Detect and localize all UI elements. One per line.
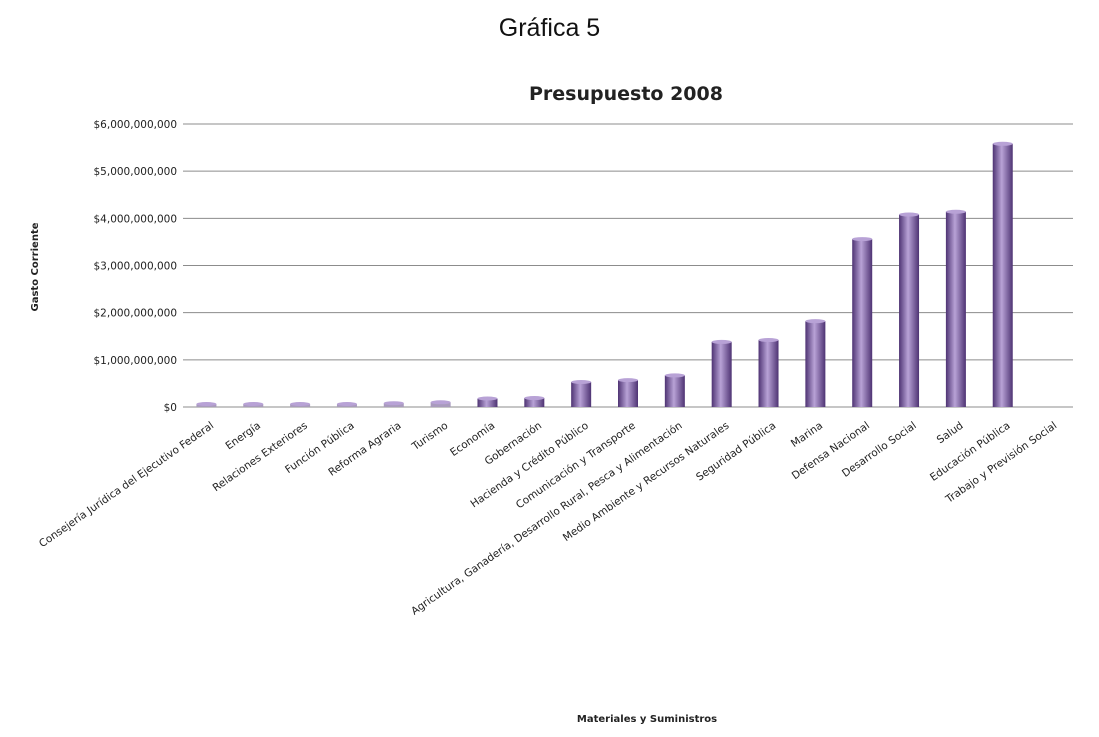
x-tick-label: Seguridad Pública	[694, 420, 778, 484]
bar-cap	[852, 237, 873, 242]
x-tick-label: Salud	[935, 420, 966, 447]
x-axis-title: Materiales y Suministros	[577, 714, 717, 725]
bar-cap	[290, 402, 311, 406]
bar	[805, 321, 826, 407]
gridlines	[183, 123, 1073, 408]
bar-cap	[992, 141, 1013, 146]
y-axis-title: Gasto Corriente	[30, 222, 41, 311]
bar	[430, 402, 451, 407]
bar-cap	[945, 209, 966, 214]
x-tick-label: Medio Ambiente y Recursos Naturales	[561, 420, 732, 544]
bar-cap	[805, 319, 826, 324]
x-tick-label: Educación Pública	[928, 420, 1013, 484]
bar	[899, 214, 920, 407]
bar-cap	[243, 402, 264, 406]
y-tick-label: $0	[164, 402, 177, 414]
bar	[571, 382, 592, 407]
x-tick-label: Marina	[789, 420, 825, 450]
bar-cap	[571, 380, 592, 385]
bar-cap	[618, 378, 638, 383]
bar-cap	[711, 339, 732, 344]
bar-cap	[758, 338, 779, 343]
bar-cap	[196, 402, 217, 406]
x-tick-label: Defensa Nacional	[790, 420, 872, 483]
bar-cap	[524, 396, 545, 401]
bar-cap	[664, 373, 685, 378]
x-axis-category-labels: Consejería Jurídica del Ejecutivo Federa…	[37, 420, 1059, 618]
bar	[477, 398, 498, 407]
bar-cap	[899, 212, 920, 217]
bar-cap	[336, 402, 357, 406]
bar	[618, 380, 638, 407]
bars	[196, 141, 1013, 407]
figure-caption: Gráfica 5	[498, 14, 601, 42]
y-axis-ticks: $0 $1,000,000,000 $2,000,000,000 $3,000,000…	[94, 119, 178, 414]
x-tick-label: Turismo	[409, 420, 450, 454]
bar	[524, 398, 545, 407]
chart-title: Presupuesto 2008	[529, 83, 723, 105]
y-tick-label: $3,000,000,000	[94, 261, 178, 273]
bar-cap	[383, 401, 404, 406]
y-tick-label: $6,000,000,000	[94, 119, 178, 131]
x-tick-label: Energía	[223, 420, 263, 453]
x-tick-label: Consejería Jurídica del Ejecutivo Federa…	[37, 420, 216, 551]
bar	[945, 211, 966, 407]
y-tick-label: $4,000,000,000	[94, 213, 178, 225]
bar	[758, 340, 779, 407]
bar-cap	[477, 396, 498, 401]
y-tick-label: $2,000,000,000	[94, 308, 178, 320]
bar	[711, 341, 732, 407]
y-tick-label: $5,000,000,000	[94, 166, 178, 178]
bar-cap	[430, 400, 451, 405]
bar	[992, 143, 1013, 407]
bar	[852, 239, 873, 407]
bar	[664, 375, 685, 407]
y-tick-label: $1,000,000,000	[94, 355, 178, 367]
